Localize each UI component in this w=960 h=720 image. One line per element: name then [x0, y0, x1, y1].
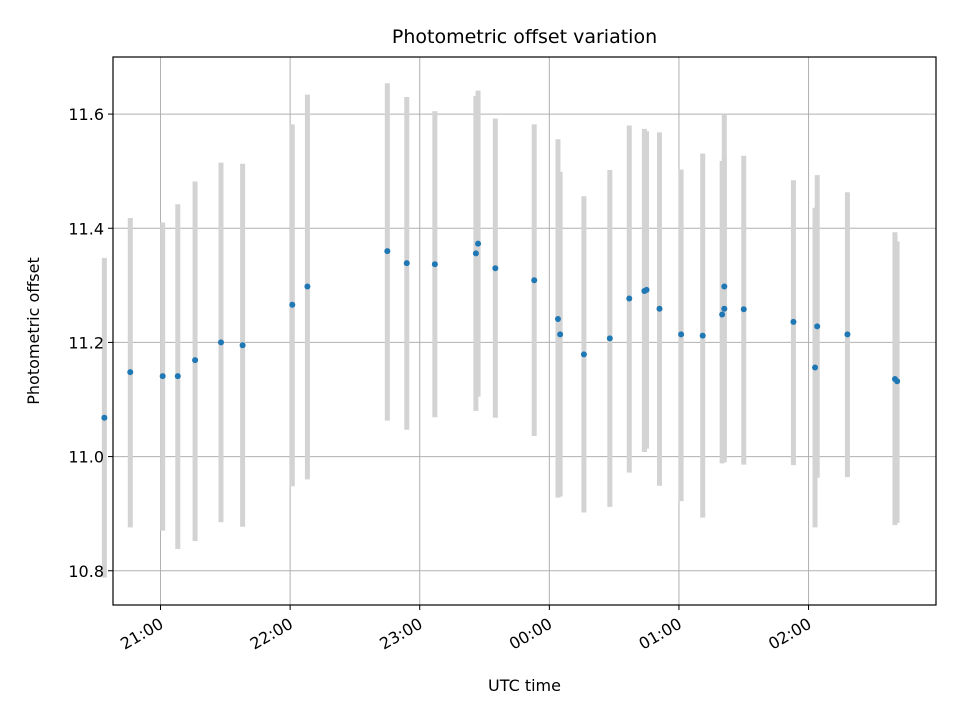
data-point [678, 331, 685, 338]
data-point [626, 295, 633, 302]
data-points [101, 240, 901, 421]
data-point [431, 261, 438, 268]
y-tick-label: 11.2 [68, 333, 104, 352]
data-point [403, 260, 410, 267]
data-point [721, 283, 728, 290]
data-point [814, 323, 821, 330]
data-point [127, 369, 134, 376]
data-point [721, 305, 728, 312]
data-point [239, 342, 246, 349]
y-tick-label: 11.4 [68, 219, 104, 238]
data-point [580, 351, 587, 358]
data-point [174, 373, 181, 380]
data-point [894, 378, 901, 385]
data-point [304, 283, 311, 290]
data-point [699, 332, 706, 339]
data-point [656, 305, 663, 312]
data-point [384, 248, 391, 255]
plot-area-frame [112, 56, 937, 606]
x-axis-label: UTC time [488, 676, 561, 695]
data-point [606, 335, 613, 342]
y-tick-label: 11.0 [68, 448, 104, 467]
data-point [289, 301, 296, 308]
data-point [719, 311, 726, 318]
y-axis-label: Photometric offset [24, 257, 43, 405]
data-point [218, 339, 225, 346]
data-point [643, 286, 650, 293]
data-point [531, 277, 538, 284]
data-point [475, 240, 482, 247]
data-point [790, 318, 797, 325]
data-point [812, 364, 819, 371]
chart-title: Photometric offset variation [392, 26, 657, 48]
y-tick-label: 11.6 [68, 105, 104, 124]
data-point [844, 331, 851, 338]
data-point [159, 373, 166, 380]
data-point [101, 414, 108, 421]
y-axis-ticks: 10.8 11.0 11.2 11.4 11.6 [68, 105, 113, 581]
data-point [472, 250, 479, 257]
data-point [557, 331, 564, 338]
data-point [740, 306, 747, 313]
data-point [554, 316, 561, 323]
y-tick-label: 10.8 [68, 562, 104, 581]
data-point [492, 265, 499, 272]
data-point [192, 357, 199, 364]
